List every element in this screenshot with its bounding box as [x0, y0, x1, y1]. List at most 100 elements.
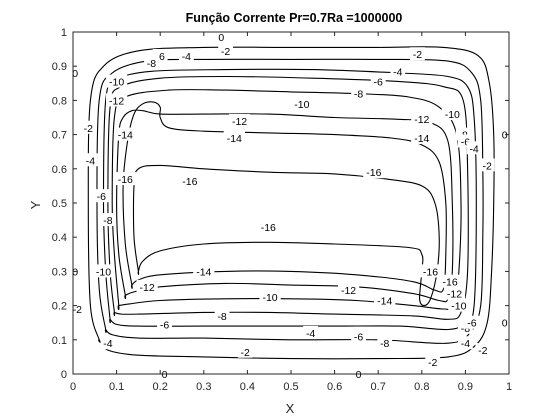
svg-text:-2: -2: [478, 345, 487, 357]
svg-text:-2: -2: [241, 347, 250, 359]
contour-level-label: -4: [303, 325, 319, 340]
svg-text:-10: -10: [109, 77, 124, 89]
svg-text:-6: -6: [97, 191, 106, 203]
contour-level-label: -14: [374, 293, 396, 307]
y-tick-label: 0.2: [52, 301, 67, 313]
contour-level-label: -4: [390, 64, 406, 78]
svg-text:-16: -16: [423, 266, 438, 278]
contour-level-label: -16: [439, 274, 461, 289]
contour-level-label: -10: [106, 74, 128, 89]
svg-text:0: 0: [72, 266, 78, 278]
svg-text:-6: -6: [354, 331, 363, 343]
y-tick-label: 0.1: [52, 335, 67, 347]
y-tick-label: 0.4: [52, 232, 67, 244]
contour-level-label: -6: [464, 315, 480, 330]
contour-level-label: -8: [377, 336, 393, 350]
svg-text:-16: -16: [261, 222, 276, 234]
svg-text:-12: -12: [109, 95, 124, 107]
svg-text:-8: -8: [380, 338, 389, 350]
y-tick-label: 1: [61, 27, 67, 39]
contour-level-label: -2: [479, 158, 495, 172]
contour-level-label: -14: [411, 131, 433, 145]
svg-text:-8: -8: [103, 215, 112, 227]
y-tick-label: 0.7: [52, 130, 67, 142]
y-tick-label: 0.8: [52, 95, 67, 107]
y-tick-label: 0: [61, 369, 67, 381]
contour-level-label: -2: [410, 47, 425, 61]
svg-text:-12: -12: [140, 282, 155, 294]
contour-level-label: -4: [178, 48, 194, 63]
svg-text:0: 0: [218, 32, 224, 44]
svg-text:-6: -6: [467, 318, 476, 330]
svg-text:-2: -2: [413, 49, 422, 61]
contour-level-label: -4: [458, 336, 473, 350]
contour-level-label: 0: [500, 315, 509, 330]
x-tick-label: 0.5: [283, 381, 298, 393]
svg-text:-16: -16: [182, 176, 197, 188]
svg-text:-6: -6: [160, 319, 169, 331]
svg-text:-4: -4: [393, 66, 402, 78]
contour-level-label: -16: [419, 264, 442, 278]
contour-level-label: -4: [83, 153, 98, 167]
svg-text:-16: -16: [366, 167, 381, 179]
axis-ticks: 0 0.1 0.2 0.3 0.4 0.5 0.6 0.7 0.8 0.9 1 0 0.1 0.2 0.3 0…: [52, 27, 512, 393]
svg-text:-4: -4: [182, 51, 191, 63]
x-axis-label: X: [286, 401, 295, 416]
x-tick-label: 0.9: [458, 381, 473, 393]
x-tick-label: 0: [70, 381, 76, 393]
svg-text:-14: -14: [377, 295, 392, 307]
contour-level-label: -8: [100, 213, 116, 227]
svg-text:-12: -12: [414, 114, 429, 126]
contour-level-label: -16: [114, 172, 136, 186]
contour-level-label: -12: [337, 283, 360, 297]
contour-level-label: -12: [136, 279, 158, 294]
svg-text:-4: -4: [461, 338, 470, 350]
svg-text:-4: -4: [103, 338, 112, 350]
contour-level-label: -10: [92, 264, 115, 278]
svg-text:-4: -4: [469, 143, 478, 155]
svg-text:-8: -8: [217, 311, 226, 323]
contour-level-label: -16: [179, 173, 201, 188]
chart-title: Função Corrente Pr=0.7Ra =1000000: [186, 11, 403, 25]
contour-level-label: -2: [475, 343, 491, 357]
contour-line-level-minus2: [87, 46, 495, 360]
contour-level-label: -6: [93, 189, 109, 203]
contour-level-label: -8: [144, 55, 159, 70]
contour-level-label: -12: [106, 93, 128, 107]
contour-level-label: -10: [448, 298, 470, 313]
svg-text:-2: -2: [428, 357, 437, 369]
svg-text:-8: -8: [147, 58, 156, 70]
svg-text:-8: -8: [354, 89, 363, 101]
contour-level-label: -8: [351, 86, 366, 101]
contour-level-label: -14: [223, 131, 245, 145]
contour-level-label: -6: [351, 329, 366, 343]
contour-level-label: -12: [228, 113, 251, 128]
contour-level-label: -10: [259, 290, 281, 304]
svg-text:0: 0: [72, 68, 78, 80]
svg-text:-10: -10: [262, 292, 277, 304]
y-axis-label: Y: [28, 200, 43, 209]
contour-line-level-minus16: [132, 164, 440, 307]
x-tick-label: 0.8: [414, 381, 429, 393]
contour-level-label: -10: [291, 96, 313, 111]
contour-line-level-minus12: [116, 109, 454, 303]
x-tick-label: 0.6: [327, 381, 342, 393]
y-tick-label: 0.5: [52, 198, 67, 210]
x-tick-label: 1: [506, 381, 512, 393]
y-tick-label: 0.6: [52, 164, 67, 176]
contour-level-label: -14: [193, 264, 215, 278]
svg-text:-2: -2: [483, 160, 492, 172]
contour-level-label: -2: [218, 43, 233, 58]
contour-level-label: -12: [443, 286, 466, 301]
x-tick-label: 0.4: [240, 381, 255, 393]
svg-text:-4: -4: [86, 155, 95, 167]
x-tick-label: 0.2: [153, 381, 168, 393]
svg-text:-14: -14: [196, 266, 211, 278]
contour-level-label: 0: [70, 66, 80, 80]
x-tick-label: 0.3: [196, 381, 211, 393]
svg-text:0: 0: [356, 369, 362, 381]
svg-text:-10: -10: [96, 266, 111, 278]
svg-text:-2: -2: [84, 123, 93, 135]
contour-level-label: -12: [411, 112, 433, 126]
contour-level-label: -2: [80, 120, 96, 135]
